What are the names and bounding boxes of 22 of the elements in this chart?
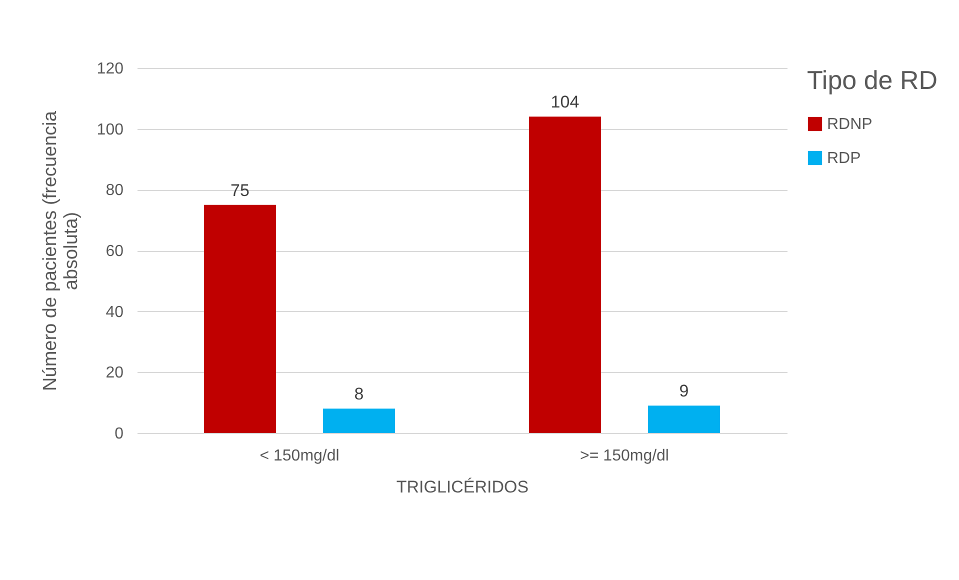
legend-label: RDNP bbox=[827, 116, 872, 133]
y-tick-label: 60 bbox=[106, 243, 124, 260]
legend-title: Tipo de RD bbox=[807, 65, 938, 95]
bar bbox=[528, 116, 601, 433]
y-tick-label: 0 bbox=[114, 426, 124, 442]
bar bbox=[204, 204, 276, 433]
y-tick-label: 120 bbox=[96, 60, 124, 78]
y-tick-label: 40 bbox=[106, 304, 124, 321]
bar bbox=[323, 408, 396, 433]
bar bbox=[648, 406, 720, 433]
x-tick-label: < 150mg/dl bbox=[260, 448, 340, 464]
legend-label: RDP bbox=[827, 150, 861, 167]
y-tick-label: 80 bbox=[106, 182, 124, 200]
y-tick-label: 100 bbox=[96, 121, 124, 138]
data-label: 9 bbox=[679, 382, 689, 401]
data-label: 104 bbox=[550, 92, 580, 112]
y-axis-title: Número de pacientes (frecuencia absoluta) bbox=[40, 110, 82, 391]
x-tick-label: >= 150mg/dl bbox=[580, 448, 669, 464]
data-label: 8 bbox=[354, 384, 364, 404]
y-tick-label: 20 bbox=[106, 364, 124, 382]
data-label: 75 bbox=[230, 180, 250, 200]
x-axis-title: TRIGLICÉRIDOS bbox=[396, 478, 529, 496]
